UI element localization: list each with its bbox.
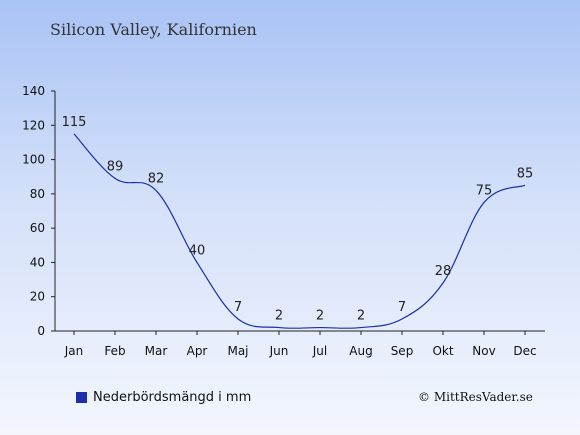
y-tick-label: 60 [30,221,45,235]
data-label: 89 [107,159,124,174]
data-label: 7 [234,300,242,315]
x-tick-label: Jul [312,344,327,358]
data-label: 7 [398,300,406,315]
x-tick-label: Dec [513,344,536,358]
data-label: 40 [189,243,206,258]
x-tick-label: Jun [269,344,289,358]
y-tick-label: 20 [30,290,45,304]
y-tick-label: 0 [37,324,45,338]
data-label: 2 [275,309,283,324]
data-label: 28 [435,264,452,279]
x-tick-label: Aug [349,344,372,358]
y-tick-label: 80 [30,187,45,201]
y-tick-label: 40 [30,255,45,269]
data-label: 85 [517,166,534,181]
data-label: 115 [62,115,87,130]
x-tick-label: Sep [391,344,414,358]
x-tick-label: Nov [472,344,495,358]
data-label: 82 [148,171,165,186]
data-label: 2 [316,309,324,324]
x-tick-label: Jan [64,344,84,358]
data-label: 75 [476,183,493,198]
x-tick-label: Okt [432,344,453,358]
legend: Nederbördsmängd i mm [76,390,251,405]
x-tick-label: Apr [187,344,208,358]
legend-label: Nederbördsmängd i mm [93,390,252,405]
x-tick-label: Maj [227,344,248,358]
legend-swatch [76,392,87,403]
x-tick-label: Feb [104,344,125,358]
chart-title: Silicon Valley, Kalifornien [50,20,257,39]
copyright-text: © MittResVader.se [418,390,533,404]
y-tick-label: 140 [22,84,45,98]
y-tick-label: 120 [22,118,45,132]
data-label: 2 [357,309,365,324]
y-tick-label: 100 [22,153,45,167]
precipitation-line [73,133,526,329]
x-tick-label: Mar [145,344,168,358]
